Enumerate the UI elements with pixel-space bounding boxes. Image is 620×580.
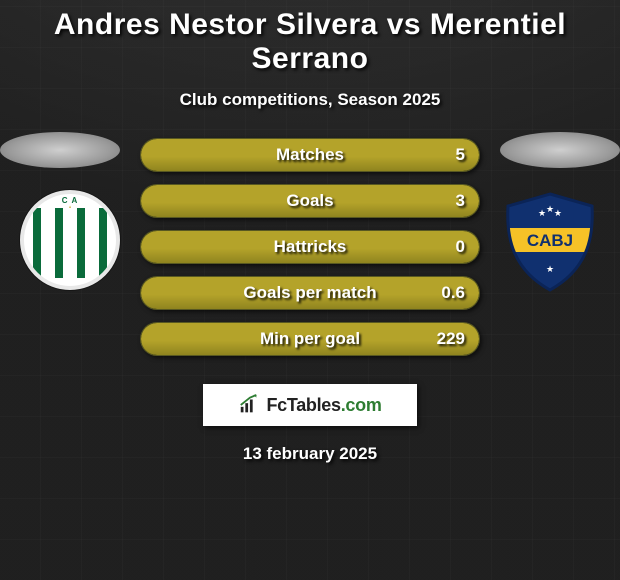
stat-row-label: Matches xyxy=(141,139,479,171)
page-title: Andres Nestor Silvera vs Merentiel Serra… xyxy=(0,0,620,76)
banfield-stripe xyxy=(44,208,52,278)
svg-text:★: ★ xyxy=(538,208,546,218)
svg-text:★: ★ xyxy=(554,208,562,218)
club-crest-left: C A ★ xyxy=(20,190,120,290)
stat-row-value-left xyxy=(141,139,169,171)
stat-row-value-right: 5 xyxy=(442,139,479,171)
stat-row-value-left xyxy=(141,277,169,309)
stat-row: Goals per match0.6 xyxy=(140,276,480,310)
stat-row-value-left xyxy=(141,185,169,217)
stat-row-value-right: 3 xyxy=(442,185,479,217)
banfield-stripe xyxy=(33,208,41,278)
chart-icon xyxy=(238,394,260,416)
svg-text:★: ★ xyxy=(546,264,554,274)
banfield-stripe xyxy=(88,208,96,278)
stat-row-value-left xyxy=(141,231,169,263)
stat-row-value-left xyxy=(141,323,169,355)
stat-rows: Matches5 Goals3 Hattricks0 Goals per match0… xyxy=(140,138,480,356)
comparison-arena: C A ★ CABJ ★ xyxy=(0,138,620,368)
brand-text: FcTables.com xyxy=(266,395,381,416)
banfield-crest: C A ★ xyxy=(20,190,120,290)
stat-row: Goals3 xyxy=(140,184,480,218)
subtitle: Club competitions, Season 2025 xyxy=(0,90,620,110)
player-head-right xyxy=(500,132,620,168)
brand-box[interactable]: FcTables.com xyxy=(203,384,417,426)
stat-row-value-right: 0 xyxy=(442,231,479,263)
club-crest-right: CABJ ★ ★ ★ ★ xyxy=(500,192,600,292)
banfield-stripe xyxy=(77,208,85,278)
boca-crest: CABJ ★ ★ ★ ★ xyxy=(500,192,600,292)
stat-row-label: Hattricks xyxy=(141,231,479,263)
stat-row: Min per goal229 xyxy=(140,322,480,356)
svg-text:CABJ: CABJ xyxy=(527,231,573,250)
banfield-stripes xyxy=(32,208,108,278)
banfield-stripe xyxy=(99,208,107,278)
banfield-stripe xyxy=(66,208,74,278)
stat-row-value-right: 229 xyxy=(423,323,479,355)
stat-row: Matches5 xyxy=(140,138,480,172)
banfield-stripe xyxy=(55,208,63,278)
svg-text:★: ★ xyxy=(546,204,554,214)
player-head-left xyxy=(0,132,120,168)
boca-shield-icon: CABJ ★ ★ ★ ★ xyxy=(500,192,600,292)
stat-row-value-right: 0.6 xyxy=(427,277,479,309)
stat-row: Hattricks0 xyxy=(140,230,480,264)
stat-row-label: Goals xyxy=(141,185,479,217)
snapshot-date: 13 february 2025 xyxy=(0,444,620,464)
